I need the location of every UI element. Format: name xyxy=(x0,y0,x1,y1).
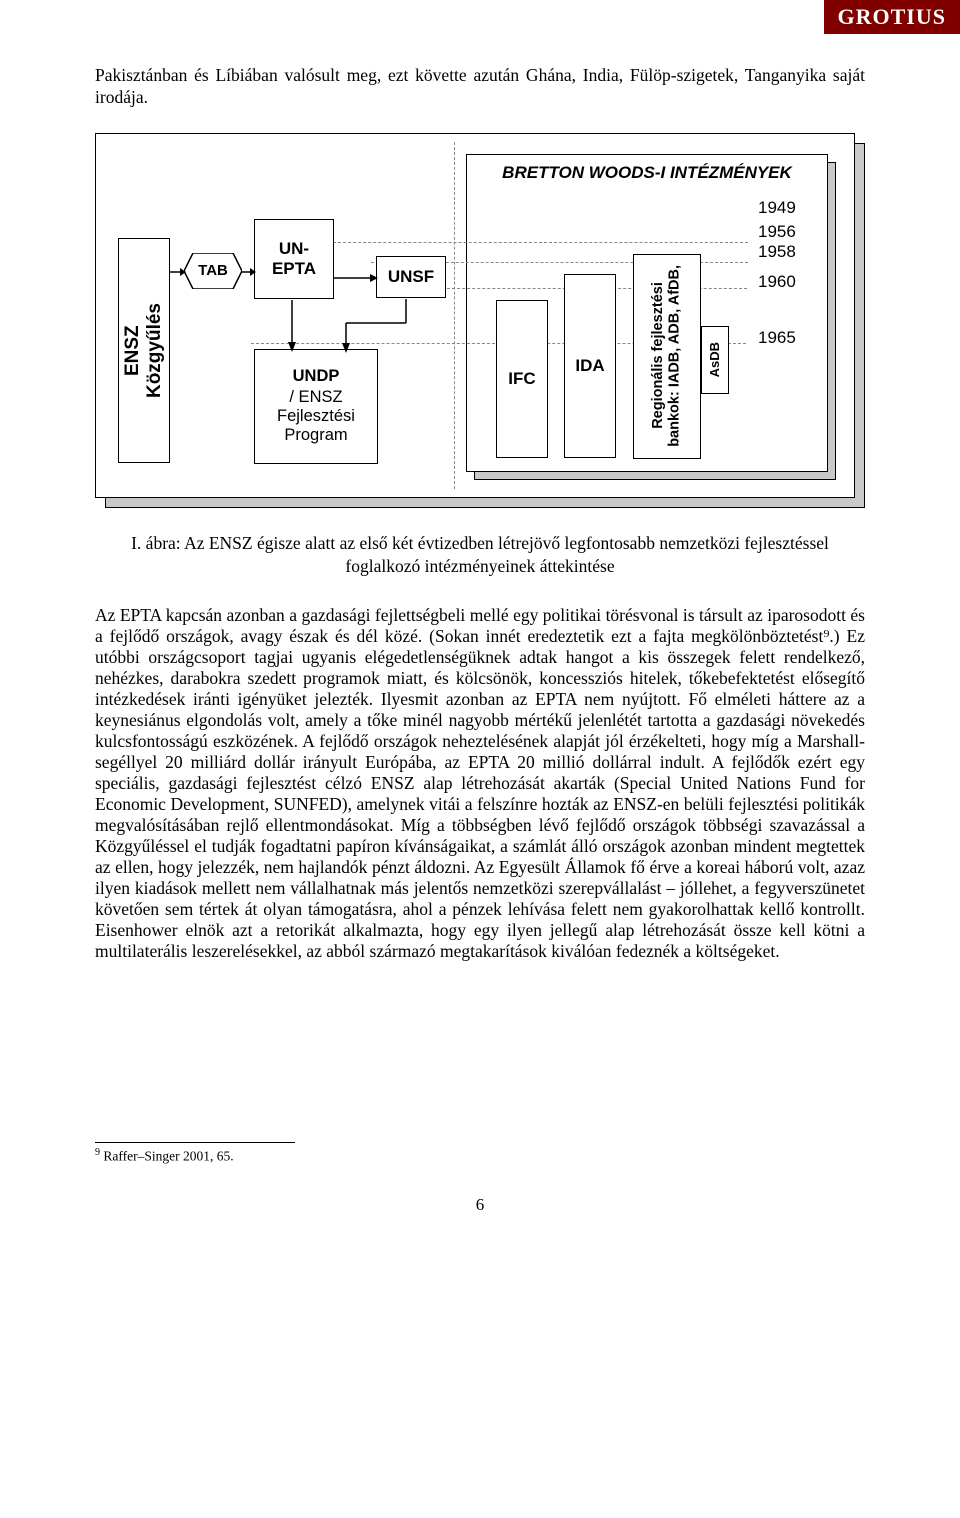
label-ida: IDA xyxy=(575,356,604,376)
box-ida: IDA xyxy=(564,274,616,458)
footnote-rule xyxy=(95,1142,295,1143)
footnote-9: 9 Raffer–Singer 2001, 65. xyxy=(95,1147,865,1165)
label-ensz: ENSZ Közgyűlés xyxy=(122,303,166,398)
label-asdb: AsDB xyxy=(708,342,723,377)
box-unsf: UNSF xyxy=(376,256,446,298)
year-1949: 1949 xyxy=(758,198,796,218)
label-regional-banks: Regionális fejlesztési bankok: IADB, ADB… xyxy=(650,265,683,447)
arrow-unepta-unsf xyxy=(334,270,378,286)
label-unsf: UNSF xyxy=(388,267,434,287)
box-ensz-kozgyules: ENSZ Közgyűlés xyxy=(118,238,170,463)
diagram-frame: BRETTON WOODS-I INTÉZMÉNYEK ENSZ Közgyűl… xyxy=(95,133,855,498)
box-regional-banks: Regionális fejlesztési bankok: IADB, ADB… xyxy=(633,254,701,459)
page-number: 6 xyxy=(95,1195,865,1215)
org-diagram: BRETTON WOODS-I INTÉZMÉNYEK ENSZ Közgyűl… xyxy=(95,133,865,508)
box-ifc: IFC xyxy=(496,300,548,458)
arrow-unsf-undp xyxy=(334,299,414,353)
footnote-text: Raffer–Singer 2001, 65. xyxy=(100,1149,234,1164)
year-1960: 1960 xyxy=(758,272,796,292)
intro-paragraph: Pakisztánban és Líbiában valósult meg, e… xyxy=(95,0,865,109)
year-1965: 1965 xyxy=(758,328,796,348)
main-body-paragraph: Az EPTA kapcsán azonban a gazdasági fejl… xyxy=(95,605,865,962)
box-asdb: AsDB xyxy=(701,326,729,394)
vertical-divider xyxy=(454,142,455,489)
timeline-1956 xyxy=(333,242,748,243)
box-un-epta: UN- EPTA xyxy=(254,219,334,299)
bw-panel-title: BRETTON WOODS-I INTÉZMÉNYEK xyxy=(467,163,827,183)
arrow-unepta-undp xyxy=(284,300,300,352)
box-tab: TAB xyxy=(184,253,242,289)
label-tab: TAB xyxy=(198,262,228,279)
year-1958: 1958 xyxy=(758,242,796,262)
figure-caption: I. ábra: Az ENSZ égisze alatt az első ké… xyxy=(115,532,845,578)
brand-header: GROTIUS xyxy=(824,0,960,34)
label-ifc: IFC xyxy=(508,369,535,389)
box-undp: UNDP / ENSZ Fejlesztési Program xyxy=(254,349,378,464)
label-undp-rest: / ENSZ Fejlesztési Program xyxy=(277,388,355,444)
label-un-epta: UN- EPTA xyxy=(272,239,316,278)
label-undp-bold: UNDP xyxy=(277,367,355,386)
year-1956: 1956 xyxy=(758,222,796,242)
